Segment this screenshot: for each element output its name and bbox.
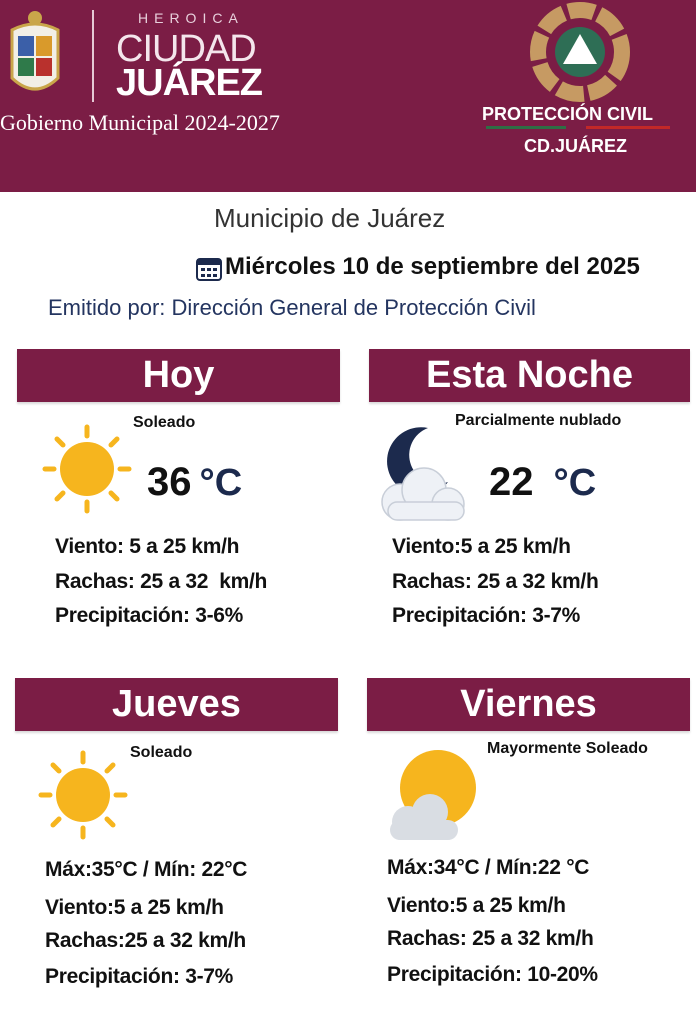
sun-icon: [42, 424, 132, 514]
temp-hoy: 36 °C: [147, 460, 242, 505]
rachas-hoy: Rachas: 25 a 32 km/h: [55, 570, 267, 594]
temp-unit: °C: [199, 462, 243, 504]
temp-unit: °C: [553, 462, 597, 504]
label: Precipitación:: [392, 604, 527, 627]
label: Rachas:: [45, 929, 125, 952]
viento-viernes: Viento:5 a 25 km/h: [387, 894, 566, 918]
pc-sub: CD.JUÁREZ: [524, 136, 628, 156]
card-title-viernes: Viernes: [367, 678, 690, 731]
condition-hoy: Soleado: [133, 414, 196, 431]
sun-icon: [38, 750, 128, 840]
rachas-viernes: Rachas: 25 a 32 km/h: [387, 927, 594, 951]
label: Rachas:: [392, 570, 472, 593]
moon-cloud-icon: [381, 427, 465, 521]
label: Viento:: [387, 894, 456, 917]
municipio-title: Municipio de Juárez: [214, 203, 446, 233]
flag-line-green: [486, 126, 566, 129]
emitido-text: Emitido por: Dirección General de Protec…: [48, 295, 536, 320]
precipitacion-hoy: Precipitación: 3-6%: [55, 604, 243, 628]
rachas-esta-noche: Rachas: 25 a 32 km/h: [392, 570, 599, 594]
value: 3-7%: [532, 604, 581, 627]
header-banner: HEROICA CIUDAD JUÁREZ Gobierno Municipal…: [0, 0, 696, 192]
label: Viento:: [55, 535, 124, 558]
precipitacion-jueves: Precipitación: 3-7%: [45, 965, 233, 989]
value: 5 a 25 km/h: [113, 896, 224, 919]
viento-hoy: Viento: 5 a 25 km/h: [55, 535, 239, 559]
temp-value: 36: [147, 460, 192, 504]
juarez-text: JUÁREZ: [116, 62, 263, 104]
proteccion-civil-logo-icon: [530, 2, 630, 102]
value: 5 a 25 km/h: [455, 894, 566, 917]
precipitacion-esta-noche: Precipitación: 3-7%: [392, 604, 580, 628]
divider: [92, 10, 94, 102]
condition-jueves: Soleado: [130, 744, 193, 761]
card-title-esta-noche: Esta Noche: [369, 349, 690, 402]
viento-jueves: Viento:5 a 25 km/h: [45, 896, 224, 920]
sun-cloud-icon: [390, 750, 476, 840]
pc-title: PROTECCIÓN CIVIL: [482, 104, 654, 124]
card-title-hoy: Hoy: [17, 349, 340, 402]
card-title-jueves: Jueves: [15, 678, 338, 731]
label: Rachas:: [387, 927, 467, 950]
value: 25 a 32 km/h: [472, 927, 594, 950]
maxmin-viernes: Máx:34°C / Mín:22 °C: [387, 856, 590, 879]
label: Precipitación:: [387, 963, 522, 986]
value: 25 a 32 km/h: [477, 570, 599, 593]
temp-esta-noche: 22 °C: [489, 460, 596, 505]
condition-viernes: Mayormente Soleado: [487, 740, 648, 757]
temp-value: 22: [489, 460, 534, 504]
label: Precipitación:: [55, 604, 190, 627]
value: 3-7%: [185, 965, 234, 988]
value: 5 a 25 km/h: [460, 535, 571, 558]
maxmin-jueves: Máx:35°C / Mín: 22°C: [45, 858, 248, 881]
label: Precipitación:: [45, 965, 180, 988]
value: 25 a 32 km/h: [140, 570, 268, 593]
date-text: Miércoles 10 de septiembre del 2025: [225, 253, 640, 280]
value: 3-6%: [195, 604, 244, 627]
calendar-icon: [196, 258, 222, 281]
label: Rachas:: [55, 570, 135, 593]
heroica-text: HEROICA: [138, 10, 244, 26]
value: 5 a 25 km/h: [129, 535, 240, 558]
gobierno-text: Gobierno Municipal 2024-2027: [0, 110, 280, 135]
value: 10-20%: [527, 963, 598, 986]
coat-of-arms-icon: [10, 11, 60, 91]
condition-esta-noche: Parcialmente nublado: [455, 412, 622, 429]
value: 25 a 32 km/h: [124, 929, 247, 952]
label: Viento:: [392, 535, 461, 558]
precipitacion-viernes: Precipitación: 10-20%: [387, 963, 598, 987]
viento-esta-noche: Viento:5 a 25 km/h: [392, 535, 571, 559]
ciudad-text: CIUDAD: [116, 28, 257, 70]
flag-line-red: [586, 126, 670, 129]
rachas-jueves: Rachas:25 a 32 km/h: [45, 929, 246, 953]
label: Viento:: [45, 896, 114, 919]
